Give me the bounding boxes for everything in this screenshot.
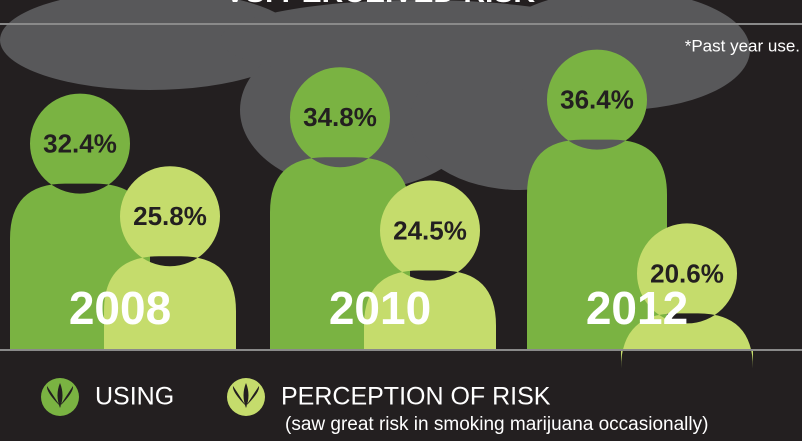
person: [270, 67, 410, 350]
year-label: 2010: [329, 282, 431, 334]
legend-note: (saw great risk in smoking marijuana occ…: [285, 414, 708, 435]
legend: USING PERCEPTION OF RISK: [41, 378, 551, 416]
value-label: 36.4%: [560, 84, 634, 114]
legend-leaf: [46, 383, 74, 408]
value-label: 24.5%: [393, 215, 467, 245]
legend-label: USING: [95, 383, 174, 411]
person: [364, 180, 496, 350]
footnote: *Past year use.: [685, 36, 800, 55]
people: 32.4% 25.8% 2008 34.8% 24.5% 2010 36.4% 20.6%20…: [10, 49, 753, 369]
person: [527, 49, 667, 350]
legend-label: PERCEPTION OF RISK: [281, 383, 551, 411]
value-label: 32.4%: [43, 128, 117, 158]
value-label: 25.8%: [133, 201, 207, 231]
value-label: 34.8%: [303, 102, 377, 132]
title: VS. PERCEIVED RISK: [225, 0, 535, 9]
year-label: 2012: [586, 282, 688, 334]
year-label: 2008: [69, 282, 171, 334]
person: [621, 223, 753, 369]
legend-leaf: [232, 383, 260, 408]
person: [104, 166, 236, 350]
value-label: 20.6%: [650, 258, 724, 288]
